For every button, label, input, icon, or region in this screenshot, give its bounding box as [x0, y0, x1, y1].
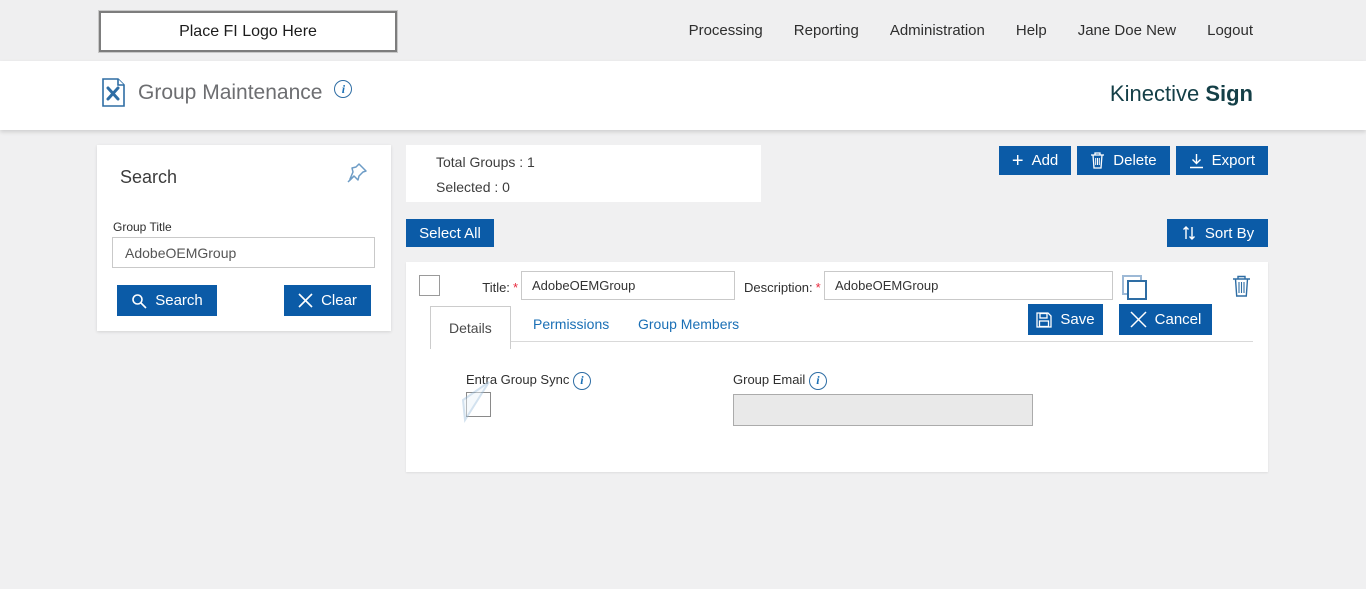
- page-info-icon[interactable]: i: [334, 80, 353, 98]
- total-groups: Total Groups : 1: [436, 154, 761, 170]
- tab-group-members-label: Group Members: [638, 316, 740, 332]
- cancel-button[interactable]: Cancel: [1119, 304, 1212, 335]
- tab-details[interactable]: Details: [430, 306, 511, 349]
- copy-icon[interactable]: [1120, 273, 1148, 301]
- plus-icon: +: [1011, 149, 1024, 172]
- add-button-label: Add: [1031, 152, 1059, 169]
- page-header: Group Maintenance i Kinective Sign: [0, 61, 1366, 130]
- select-all-button[interactable]: Select All: [406, 219, 494, 247]
- search-button-label: Search: [155, 292, 203, 309]
- clear-button[interactable]: Clear: [284, 285, 371, 316]
- cancel-button-label: Cancel: [1154, 311, 1202, 328]
- total-groups-value: 1: [527, 154, 535, 170]
- sort-by-label: Sort By: [1204, 224, 1255, 242]
- fi-logo-placeholder: Place FI Logo Here: [99, 11, 397, 52]
- entra-group-sync-label: Entra Group Sync i: [466, 371, 591, 390]
- total-groups-label: Total Groups :: [436, 154, 524, 170]
- summary-box: Total Groups : 1 Selected : 0: [406, 145, 761, 202]
- cancel-x-icon: [1130, 311, 1147, 328]
- clear-x-icon: [298, 293, 313, 308]
- add-button[interactable]: + Add: [998, 146, 1072, 175]
- delete-button-label: Delete: [1113, 152, 1157, 169]
- selected-count: Selected : 0: [436, 179, 761, 195]
- search-panel-title: Search: [120, 167, 178, 187]
- title-label: Title: *: [482, 280, 518, 295]
- export-button-label: Export: [1211, 152, 1255, 169]
- selected-label: Selected :: [436, 179, 499, 195]
- row-checkbox[interactable]: [419, 275, 440, 296]
- title-input[interactable]: [521, 271, 735, 300]
- tab-permissions[interactable]: Permissions: [515, 306, 627, 342]
- required-asterisk: *: [815, 280, 821, 295]
- entra-group-sync-checkbox[interactable]: [466, 392, 491, 417]
- download-icon: [1189, 153, 1204, 169]
- tab-group-members[interactable]: Group Members: [620, 306, 757, 342]
- save-button[interactable]: Save: [1028, 304, 1103, 335]
- clear-button-label: Clear: [321, 292, 357, 309]
- nav-item-processing[interactable]: Processing: [688, 22, 763, 39]
- save-button-label: Save: [1060, 311, 1095, 328]
- brand-logo: Kinective Sign: [1110, 81, 1253, 107]
- fi-logo-text: Place FI Logo Here: [179, 22, 317, 40]
- search-button[interactable]: Search: [117, 285, 217, 316]
- nav-item-help[interactable]: Help: [1015, 22, 1047, 39]
- tab-permissions-label: Permissions: [533, 316, 610, 332]
- brand-name: Kinective: [1109, 81, 1200, 106]
- search-icon: [131, 293, 147, 309]
- save-disk-icon: [1036, 311, 1053, 328]
- nav-item-reporting[interactable]: Reporting: [793, 22, 859, 39]
- row-trash-icon[interactable]: [1232, 275, 1251, 297]
- entra-group-sync-info-icon[interactable]: i: [572, 371, 591, 390]
- search-panel: Search Group Title Search Clear: [97, 145, 391, 331]
- trash-icon: [1090, 152, 1105, 169]
- description-input[interactable]: [824, 271, 1113, 300]
- nav-item-user[interactable]: Jane Doe New: [1077, 22, 1177, 39]
- tab-strip: Details Permissions Group Members Save: [430, 304, 1253, 349]
- delete-button[interactable]: Delete: [1077, 146, 1170, 175]
- group-maintenance-icon: [101, 78, 126, 108]
- group-title-label: Group Title: [113, 220, 172, 234]
- top-navigation: Processing Reporting Administration Help…: [689, 0, 1253, 61]
- top-bar: Place FI Logo Here Processing Reporting …: [0, 0, 1366, 61]
- tab-details-label: Details: [449, 320, 492, 336]
- page-title: Group Maintenance: [138, 81, 323, 104]
- select-all-label: Select All: [419, 224, 481, 242]
- pin-icon[interactable]: [345, 161, 369, 185]
- group-title-input[interactable]: [112, 237, 375, 268]
- group-email-input: [733, 394, 1033, 426]
- nav-item-administration[interactable]: Administration: [889, 22, 985, 39]
- main-content: Search Group Title Search Clear: [0, 130, 1366, 589]
- group-row-card: Title:* Description:* Details Perm: [406, 262, 1268, 472]
- brand-product: Sign: [1205, 81, 1253, 106]
- required-asterisk: *: [512, 280, 518, 295]
- sort-by-button[interactable]: Sort By: [1167, 219, 1268, 247]
- sort-icon: [1181, 225, 1197, 241]
- selected-value: 0: [502, 179, 510, 195]
- description-label: Description: *: [744, 280, 821, 295]
- export-button[interactable]: Export: [1175, 146, 1268, 175]
- nav-item-logout[interactable]: Logout: [1207, 22, 1253, 39]
- group-email-info-icon[interactable]: i: [808, 371, 827, 390]
- toolbar-actions: + Add Delete Export: [998, 146, 1268, 175]
- group-email-label: Group Email i: [733, 371, 827, 390]
